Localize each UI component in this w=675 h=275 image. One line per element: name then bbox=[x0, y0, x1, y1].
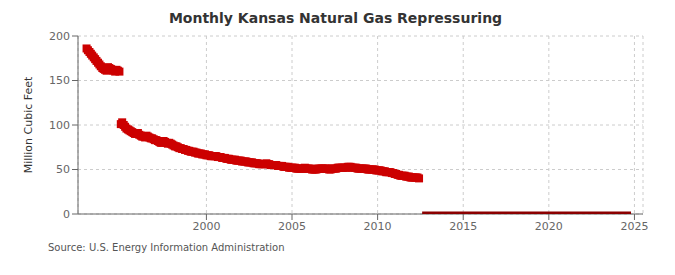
svg-text:2010: 2010 bbox=[364, 220, 392, 233]
svg-text:100: 100 bbox=[49, 119, 70, 132]
svg-text:50: 50 bbox=[56, 163, 70, 176]
svg-text:2025: 2025 bbox=[620, 220, 648, 233]
svg-text:2005: 2005 bbox=[278, 220, 306, 233]
svg-text:2020: 2020 bbox=[535, 220, 563, 233]
svg-text:150: 150 bbox=[49, 74, 70, 87]
svg-text:Million Cubic Feet: Million Cubic Feet bbox=[22, 76, 35, 173]
svg-text:0: 0 bbox=[63, 208, 70, 221]
svg-text:2000: 2000 bbox=[192, 220, 220, 233]
html-text:Monthly Kansas Natural Gas Rep: Monthly Kansas Natural Gas Repressuring bbox=[168, 10, 503, 26]
svg-text:200: 200 bbox=[49, 30, 70, 43]
html-text:Source: U.S. Energy Informatio: Source: U.S. Energy Information Administ… bbox=[48, 242, 285, 253]
svg-text:2015: 2015 bbox=[449, 220, 477, 233]
